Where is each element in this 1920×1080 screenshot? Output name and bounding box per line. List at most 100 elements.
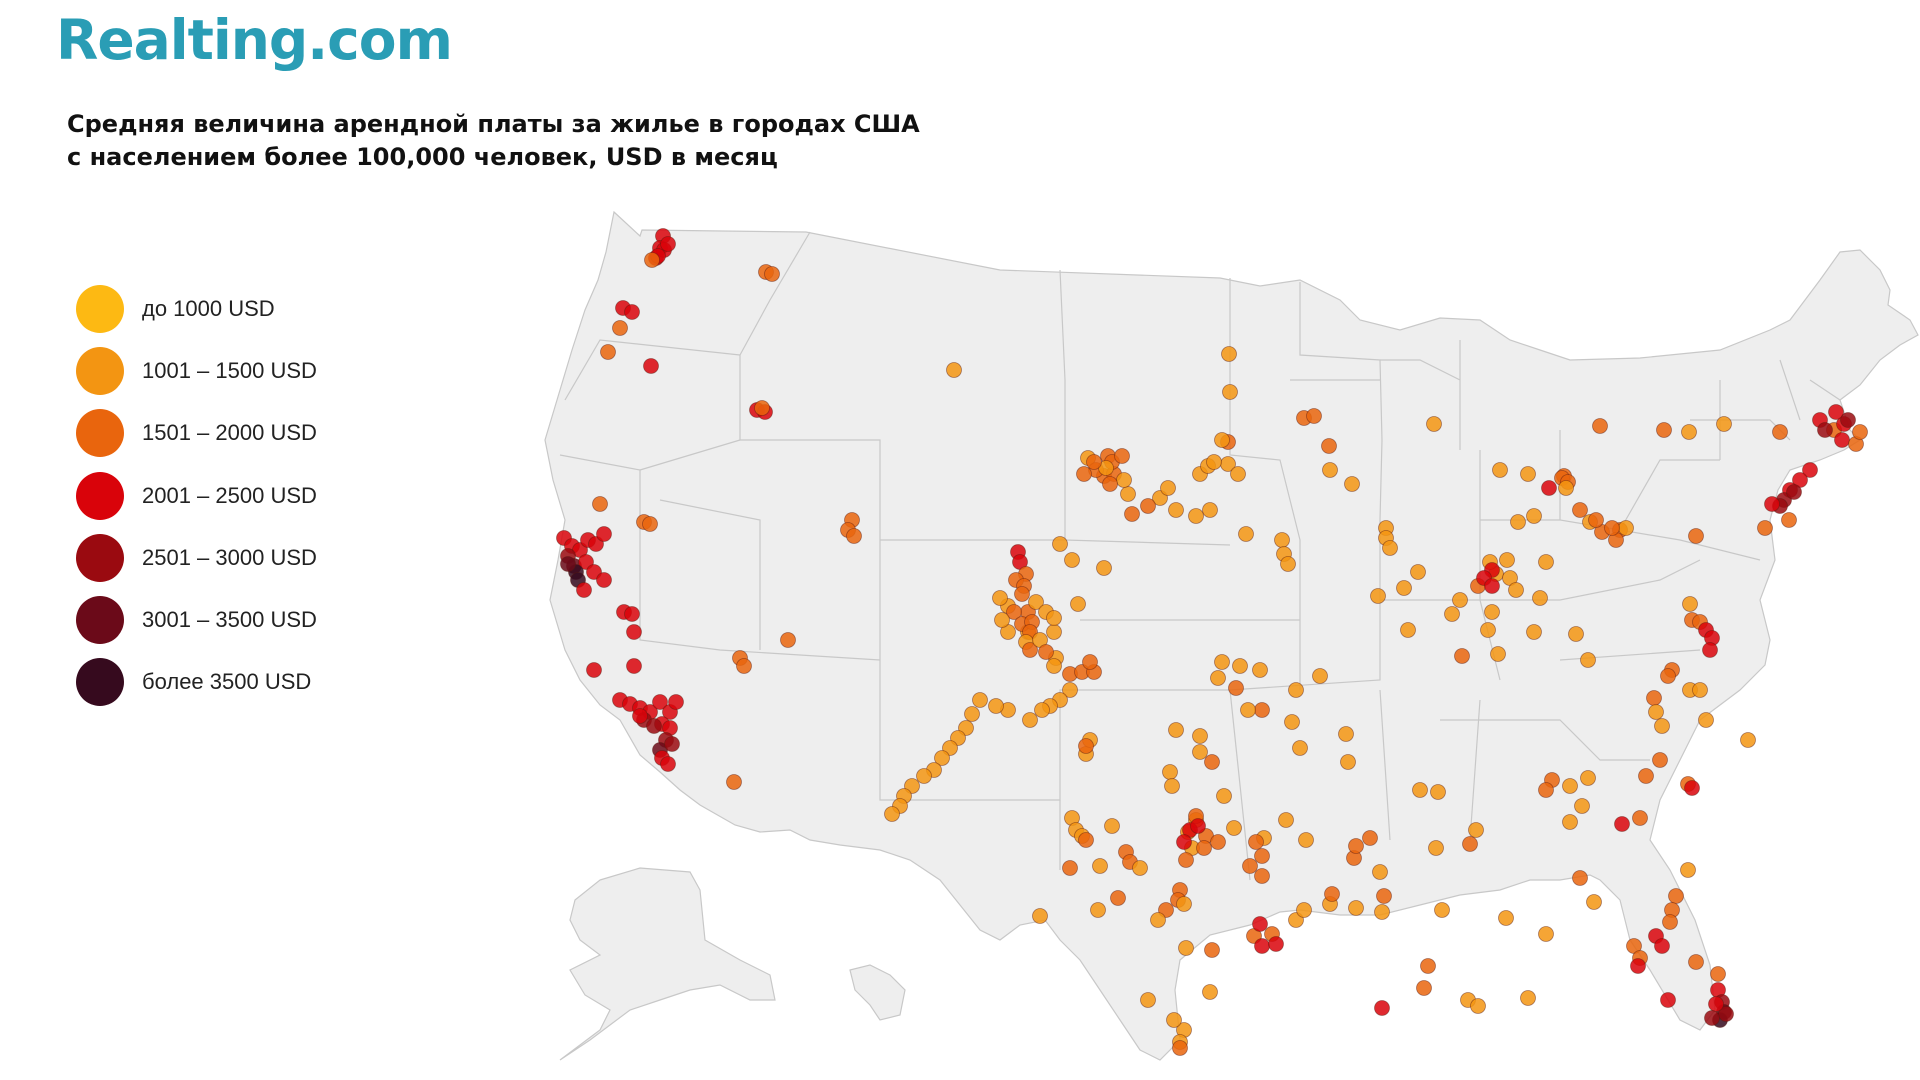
city-dot — [1268, 936, 1284, 952]
city-dot — [1660, 668, 1676, 684]
city-dot — [1052, 536, 1068, 552]
city-dot — [1376, 888, 1392, 904]
city-dot — [1296, 902, 1312, 918]
city-dot — [1498, 910, 1514, 926]
city-dot — [1298, 832, 1314, 848]
legend-label: 1001 – 1500 USD — [142, 358, 317, 384]
city-dot — [1082, 654, 1098, 670]
city-dot — [780, 632, 796, 648]
city-dot — [1574, 798, 1590, 814]
legend-item: 1501 – 2000 USD — [76, 402, 317, 464]
city-dot — [1374, 1000, 1390, 1016]
city-dot — [1006, 604, 1022, 620]
city-dot — [1078, 832, 1094, 848]
city-dot — [1140, 992, 1156, 1008]
city-dot — [1278, 812, 1294, 828]
city-dot — [644, 252, 660, 268]
city-dot — [1140, 498, 1156, 514]
city-dot — [1280, 556, 1296, 572]
legend-label: 3001 – 3500 USD — [142, 607, 317, 633]
city-dot — [1662, 914, 1678, 930]
city-dot — [1166, 1012, 1182, 1028]
city-dot — [1638, 768, 1654, 784]
city-dot — [1022, 712, 1038, 728]
city-dot — [1400, 622, 1416, 638]
city-dot — [994, 612, 1010, 628]
legend-item: 1001 – 1500 USD — [76, 340, 317, 402]
city-dot — [1322, 462, 1338, 478]
city-dot — [1210, 834, 1226, 850]
city-dot — [1572, 502, 1588, 518]
city-dot — [1538, 926, 1554, 942]
city-dot — [1192, 744, 1208, 760]
title-line-1: Средняя величина арендной платы за жилье… — [67, 110, 920, 138]
city-dot — [652, 694, 668, 710]
legend-label: более 3500 USD — [142, 669, 312, 695]
city-dot — [1470, 998, 1486, 1014]
city-dot — [1532, 590, 1548, 606]
city-dot — [596, 526, 612, 542]
city-dot — [1526, 624, 1542, 640]
city-dot — [1772, 424, 1788, 440]
city-dot — [1192, 728, 1208, 744]
legend-swatch — [76, 409, 124, 458]
city-dot — [576, 582, 592, 598]
city-dot — [1656, 422, 1672, 438]
city-dot — [1538, 554, 1554, 570]
city-dot — [668, 694, 684, 710]
city-dot — [1580, 652, 1596, 668]
city-dot — [1454, 648, 1470, 664]
city-dot — [1254, 848, 1270, 864]
city-dot — [1416, 980, 1432, 996]
city-dot — [1430, 784, 1446, 800]
legend-swatch — [76, 347, 124, 396]
city-dot — [1114, 448, 1130, 464]
city-dot — [846, 528, 862, 544]
city-dot — [1840, 412, 1856, 428]
city-dot — [1274, 532, 1290, 548]
city-dot — [1586, 894, 1602, 910]
city-dot — [1538, 782, 1554, 798]
city-dot — [754, 400, 770, 416]
city-dot — [736, 658, 752, 674]
city-dot — [660, 756, 676, 772]
city-dot — [592, 496, 608, 512]
city-dot — [1306, 408, 1322, 424]
city-dot — [1110, 890, 1126, 906]
city-dot — [1646, 690, 1662, 706]
legend-item: до 1000 USD — [76, 278, 317, 340]
city-dot — [764, 266, 780, 282]
city-dot — [1096, 560, 1112, 576]
title-line-2: с населением более 100,000 человек, USD … — [67, 143, 778, 171]
city-dot — [1196, 840, 1212, 856]
city-dot — [1252, 916, 1268, 932]
city-dot — [1312, 668, 1328, 684]
city-dot — [1062, 682, 1078, 698]
city-dot — [1038, 644, 1054, 660]
city-dot — [1462, 836, 1478, 852]
city-dot — [1444, 606, 1460, 622]
legend-item: более 3500 USD — [76, 651, 317, 713]
city-dot — [1046, 624, 1062, 640]
city-dot — [992, 590, 1008, 606]
legend-label: 2501 – 3000 USD — [142, 544, 317, 570]
city-dot — [1284, 714, 1300, 730]
city-dot — [1230, 466, 1246, 482]
city-dot — [946, 362, 962, 378]
city-dot — [1214, 654, 1230, 670]
city-dot — [1652, 752, 1668, 768]
city-dot — [1046, 658, 1062, 674]
city-dot — [1428, 840, 1444, 856]
city-dot — [1802, 462, 1818, 478]
city-dot — [1654, 938, 1670, 954]
legend-swatch — [76, 658, 124, 707]
city-dot — [1632, 810, 1648, 826]
city-dot — [1668, 888, 1684, 904]
city-dot — [1204, 754, 1220, 770]
city-dot — [1202, 984, 1218, 1000]
legend-swatch — [76, 285, 124, 334]
city-dot — [642, 516, 658, 532]
city-dot — [612, 320, 628, 336]
city-dot — [1484, 604, 1500, 620]
